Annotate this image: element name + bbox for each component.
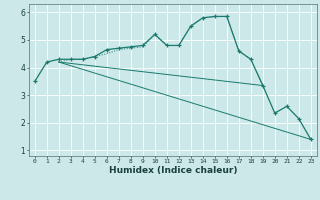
X-axis label: Humidex (Indice chaleur): Humidex (Indice chaleur)	[108, 166, 237, 175]
